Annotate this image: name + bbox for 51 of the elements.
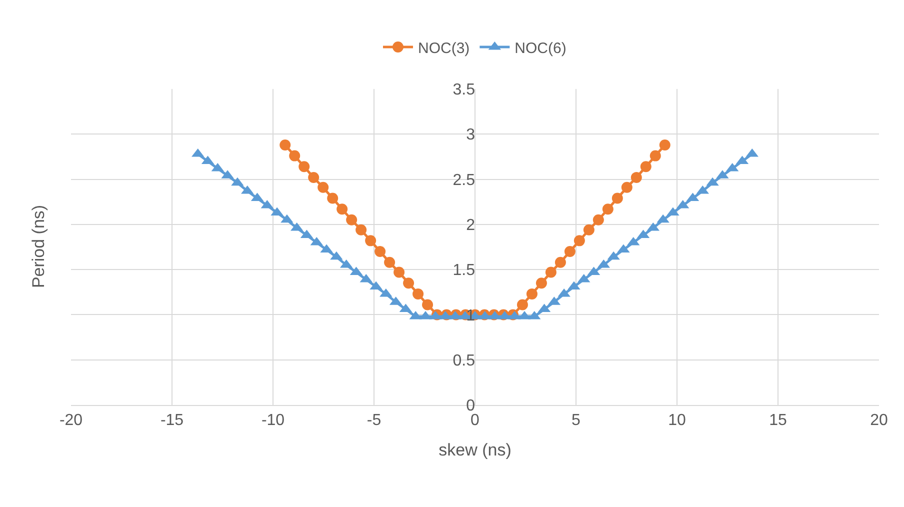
y-tick-label: 0 — [466, 398, 476, 415]
point — [612, 192, 623, 204]
x-tick-label: 15 — [769, 412, 787, 430]
point — [289, 150, 300, 162]
x-tick-label: -15 — [160, 412, 184, 430]
x-tick-label: -5 — [366, 412, 382, 430]
y-tick-label: 0.5 — [452, 352, 476, 370]
point — [422, 299, 434, 310]
point — [554, 256, 566, 268]
point — [403, 278, 414, 289]
y-tick-label: 3 — [466, 126, 476, 144]
point — [394, 266, 405, 278]
y-tick-label: 1.5 — [452, 262, 476, 280]
point — [365, 235, 376, 246]
point — [412, 288, 424, 300]
point — [336, 204, 348, 215]
legend-label: NOC(3) — [418, 40, 470, 57]
point — [346, 214, 358, 226]
point — [574, 235, 585, 246]
point — [526, 288, 538, 300]
point — [318, 182, 329, 193]
point — [298, 161, 310, 172]
point — [650, 150, 661, 162]
point — [308, 172, 320, 183]
point — [356, 224, 367, 236]
point — [327, 192, 338, 204]
point — [374, 246, 386, 258]
point — [602, 204, 614, 215]
point — [384, 256, 396, 268]
point — [536, 278, 547, 289]
y-axis-title: Period (ns) — [29, 204, 48, 288]
point — [280, 139, 291, 150]
x-tick-label: -10 — [261, 412, 285, 430]
point — [659, 139, 670, 150]
x-tick-label: 5 — [572, 412, 581, 430]
y-tick-label: 2.5 — [452, 172, 476, 189]
point — [592, 214, 604, 226]
point — [640, 161, 652, 172]
point — [545, 266, 556, 278]
point — [516, 299, 528, 310]
x-axis-title: skew (ns) — [438, 440, 512, 460]
x-tick-label: 10 — [668, 412, 686, 430]
x-tick-label: -20 — [59, 412, 83, 430]
point — [621, 182, 632, 193]
point — [583, 224, 594, 236]
y-tick-label: 3.5 — [452, 82, 476, 99]
legend-label: NOC(6) — [514, 40, 566, 57]
x-tick-label: 20 — [870, 412, 888, 430]
point — [630, 172, 642, 183]
point — [564, 246, 576, 258]
y-tick-label: 2 — [466, 217, 476, 234]
